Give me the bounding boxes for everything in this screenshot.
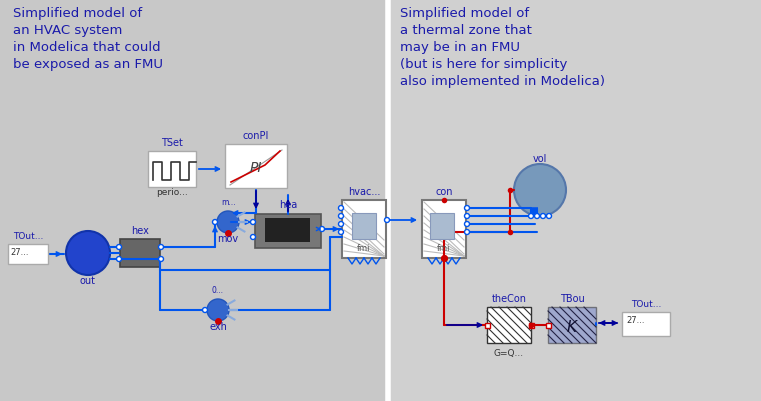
Circle shape <box>464 221 470 227</box>
Bar <box>255 214 321 248</box>
Bar <box>120 239 160 267</box>
Circle shape <box>217 211 239 233</box>
Circle shape <box>250 219 256 225</box>
Circle shape <box>116 245 122 249</box>
Text: 0...: 0... <box>212 286 224 295</box>
Bar <box>622 312 670 336</box>
Circle shape <box>250 235 256 239</box>
Bar <box>487 307 531 343</box>
Circle shape <box>339 213 343 219</box>
Text: mov: mov <box>218 234 238 244</box>
Bar <box>485 322 489 328</box>
Bar <box>528 322 533 328</box>
Text: Simplified model of
a thermal zone that
may be in an FMU
(but is here for simpli: Simplified model of a thermal zone that … <box>400 7 605 88</box>
Text: TOut...: TOut... <box>13 232 43 241</box>
Circle shape <box>546 213 552 219</box>
Text: theCon: theCon <box>492 294 527 304</box>
Text: m...: m... <box>221 198 235 207</box>
Circle shape <box>320 227 324 231</box>
Bar <box>225 144 287 188</box>
Text: TOut...: TOut... <box>631 300 661 309</box>
Text: con: con <box>435 187 453 197</box>
Text: K: K <box>567 320 577 334</box>
Text: out: out <box>80 276 96 286</box>
Bar <box>430 213 454 239</box>
Circle shape <box>158 245 164 249</box>
Circle shape <box>212 219 218 225</box>
Circle shape <box>464 229 470 235</box>
Circle shape <box>528 213 533 219</box>
Bar <box>546 322 550 328</box>
Text: TBou: TBou <box>559 294 584 304</box>
Text: exh: exh <box>209 322 227 332</box>
Text: fmi: fmi <box>438 244 451 253</box>
Text: hea: hea <box>279 200 297 210</box>
Circle shape <box>202 308 208 312</box>
Circle shape <box>384 217 390 223</box>
Circle shape <box>116 257 122 261</box>
Circle shape <box>158 257 164 261</box>
Text: fmi: fmi <box>357 244 371 253</box>
Bar <box>8 244 48 264</box>
Text: hex: hex <box>131 226 149 236</box>
Text: 27...: 27... <box>626 316 645 325</box>
Bar <box>422 200 466 258</box>
Bar <box>352 213 376 239</box>
Circle shape <box>339 221 343 227</box>
Text: conPI: conPI <box>243 131 269 141</box>
Circle shape <box>207 299 229 321</box>
Text: Simplified model of
an HVAC system
in Modelica that could
be exposed as an FMU: Simplified model of an HVAC system in Mo… <box>13 7 163 71</box>
Text: 27...: 27... <box>10 248 28 257</box>
Circle shape <box>339 205 343 211</box>
Text: vol: vol <box>533 154 547 164</box>
Circle shape <box>464 213 470 219</box>
Circle shape <box>339 229 343 235</box>
Circle shape <box>464 205 470 211</box>
Text: perio...: perio... <box>156 188 188 197</box>
Text: G=Q...: G=Q... <box>494 349 524 358</box>
Bar <box>342 200 386 258</box>
Text: TSet: TSet <box>161 138 183 148</box>
Circle shape <box>540 213 546 219</box>
Circle shape <box>534 213 540 219</box>
Circle shape <box>66 231 110 275</box>
Text: PI: PI <box>250 161 263 175</box>
Bar <box>388 0 761 401</box>
Bar <box>148 151 196 187</box>
Bar <box>265 218 310 242</box>
Circle shape <box>514 164 566 216</box>
Text: hvac...: hvac... <box>348 187 380 197</box>
Bar <box>548 307 596 343</box>
